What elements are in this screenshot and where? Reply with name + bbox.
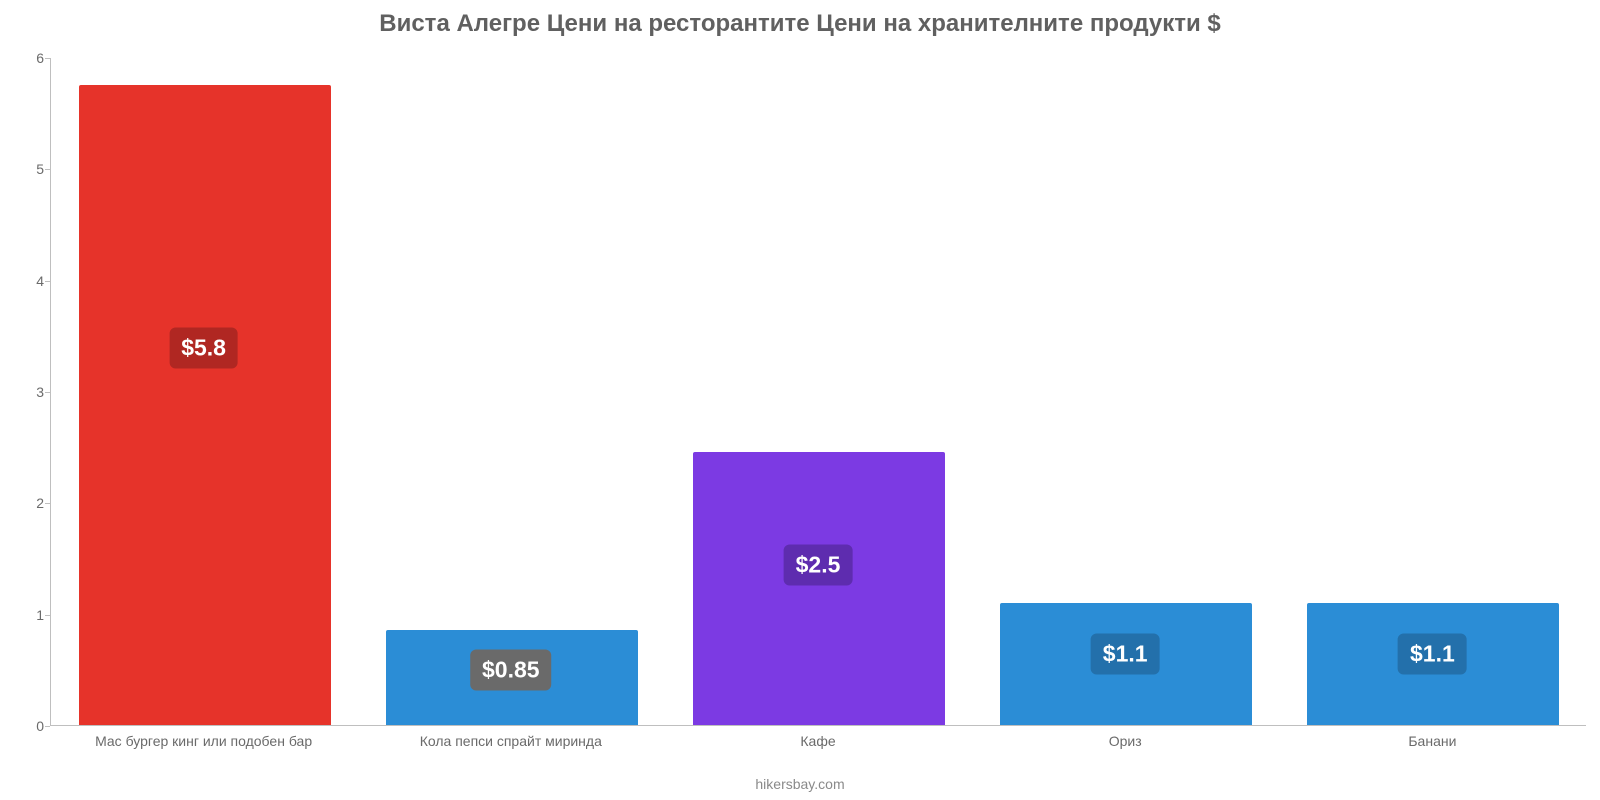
y-tick-label: 0 bbox=[36, 718, 44, 734]
bar-value-label: $0.85 bbox=[470, 650, 552, 691]
y-tick-mark bbox=[45, 281, 50, 282]
x-tick-label: Кафе bbox=[800, 733, 835, 749]
y-tick-mark bbox=[45, 615, 50, 616]
y-tick-mark bbox=[45, 503, 50, 504]
y-tick-label: 6 bbox=[36, 50, 44, 66]
plot-area bbox=[50, 58, 1586, 726]
y-tick-mark bbox=[45, 58, 50, 59]
y-tick-label: 4 bbox=[36, 273, 44, 289]
x-tick-label: Ориз bbox=[1109, 733, 1142, 749]
x-tick-label: Мас бургер кинг или подобен бар bbox=[95, 733, 312, 749]
chart-title: Виста Алегре Цени на ресторантите Цени н… bbox=[0, 10, 1600, 38]
chart-footer: hikersbay.com bbox=[0, 776, 1600, 792]
y-tick-label: 3 bbox=[36, 384, 44, 400]
bar-value-label: $2.5 bbox=[784, 545, 853, 586]
bar-value-label: $1.1 bbox=[1398, 633, 1467, 674]
bar bbox=[693, 452, 945, 725]
bar-value-label: $1.1 bbox=[1091, 633, 1160, 674]
price-bar-chart: Виста Алегре Цени на ресторантите Цени н… bbox=[0, 0, 1600, 800]
y-tick-mark bbox=[45, 392, 50, 393]
bar bbox=[79, 85, 331, 725]
y-tick-mark bbox=[45, 169, 50, 170]
x-tick-label: Банани bbox=[1408, 733, 1456, 749]
y-tick-label: 1 bbox=[36, 607, 44, 623]
y-tick-label: 5 bbox=[36, 161, 44, 177]
y-tick-mark bbox=[45, 726, 50, 727]
y-tick-label: 2 bbox=[36, 495, 44, 511]
x-tick-label: Кола пепси спрайт миринда bbox=[420, 733, 602, 749]
bar-value-label: $5.8 bbox=[169, 328, 238, 369]
